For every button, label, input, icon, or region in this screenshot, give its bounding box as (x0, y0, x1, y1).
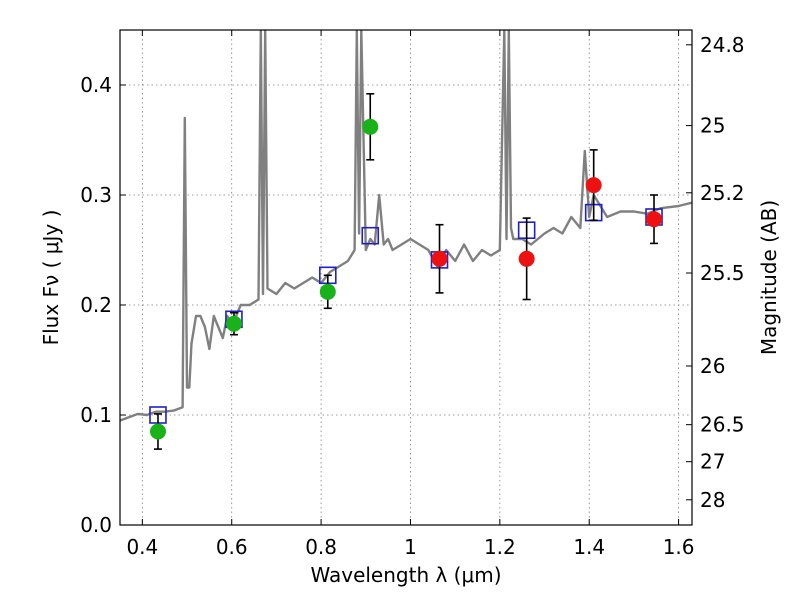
y-tick-label: 0.0 (80, 513, 112, 537)
plot-frame (119, 29, 693, 526)
mag-tick-label: 25 (700, 114, 725, 138)
mag-tick-label: 26 (700, 354, 725, 378)
spectrum-layer (120, 30, 692, 422)
green-photometry-point (362, 118, 379, 135)
mag-tick-label: 24.8 (700, 33, 745, 57)
mag-tick-label: 25.5 (700, 261, 745, 285)
green-photometry-point (225, 315, 242, 332)
red-photometry-point (585, 177, 602, 194)
mag-tick-label: 27 (700, 450, 725, 474)
points-layer (149, 118, 663, 440)
mag-tick-label: 26.5 (700, 413, 745, 437)
y-tick-label: 0.4 (80, 73, 112, 97)
red-photometry-point (518, 250, 535, 267)
x-tick-label: 0.6 (216, 535, 248, 559)
red-photometry-point (431, 250, 448, 267)
errorbar-layer (153, 93, 659, 450)
x-axis-label: Wavelength λ (μm) (310, 563, 501, 587)
green-photometry-point (149, 423, 166, 440)
y2-axis-label: Magnitude (AB) (757, 200, 781, 355)
mag-tick-label: 28 (700, 488, 725, 512)
model-box (361, 226, 380, 245)
mag-tick-label: 25.2 (700, 181, 745, 205)
x-tick-label: 1.6 (663, 535, 695, 559)
grid-layer (120, 30, 692, 525)
x-tick-label: 1.4 (573, 535, 605, 559)
x-tick-label: 0.8 (305, 535, 337, 559)
y-tick-label: 0.3 (80, 183, 112, 207)
y-tick-label: 0.1 (80, 403, 112, 427)
y-tick-label: 0.2 (80, 293, 112, 317)
y-axis-label: Flux Fν ( μJy ) (39, 210, 63, 346)
model-layer (149, 203, 663, 424)
x-tick-label: 1.2 (484, 535, 516, 559)
x-tick-label: 1 (404, 535, 417, 559)
green-photometry-point (319, 283, 336, 300)
axes-layer: 0.4 0.6 0.8 1 1.2 1.4 1.6 0.0 0.1 0.2 0.3 0.4 24.8 25… (80, 30, 745, 559)
x-tick-label: 0.4 (126, 535, 158, 559)
red-photometry-point (646, 211, 663, 228)
spectrum-line (120, 30, 692, 422)
